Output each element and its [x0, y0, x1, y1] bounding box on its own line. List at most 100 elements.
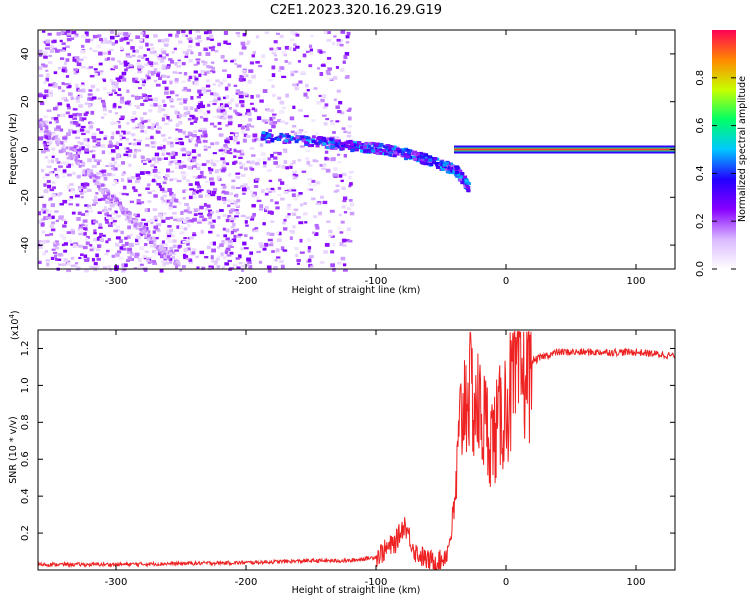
heatmap-cell — [125, 150, 130, 153]
heatmap-cell — [446, 170, 451, 174]
heatmap-cell — [78, 232, 84, 236]
heatmap-cell — [348, 170, 354, 174]
heatmap-cell — [45, 77, 50, 82]
heatmap-cell — [95, 88, 100, 92]
heatmap-cell — [319, 164, 324, 167]
heatmap-cell — [454, 173, 459, 177]
heatmap-cell — [51, 193, 56, 198]
heatmap-cell — [143, 54, 147, 57]
heatmap-cell — [367, 144, 372, 148]
heatmap-cell — [141, 120, 147, 123]
heatmap-cell — [283, 190, 288, 194]
heatmap-cell — [379, 142, 384, 146]
heatmap-cell — [182, 98, 188, 102]
snr-background — [38, 330, 675, 570]
heatmap-cell — [148, 61, 154, 65]
heatmap-cell — [455, 171, 460, 175]
heatmap-cell — [214, 170, 219, 174]
heatmap-cell — [212, 103, 217, 106]
heatmap-cell — [185, 179, 191, 183]
heatmap-cell — [63, 148, 67, 152]
heatmap-cell — [150, 100, 155, 103]
heatmap-cell — [233, 138, 238, 143]
heatmap-cell — [292, 160, 296, 165]
heatmap-cell — [388, 147, 393, 151]
heatmap-cell — [349, 182, 353, 186]
heatmap-cell — [85, 138, 90, 142]
heatmap-cell — [74, 33, 79, 37]
heatmap-cell — [44, 234, 50, 237]
heatmap-cell — [192, 193, 197, 198]
heatmap-cell — [119, 206, 123, 210]
heatmap-cell — [211, 258, 215, 263]
heatmap-cell — [143, 225, 147, 229]
heatmap-cell — [150, 164, 155, 168]
heatmap-cell — [197, 218, 203, 222]
heatmap-cell — [246, 263, 250, 267]
heatmap-cell — [242, 138, 247, 143]
heatmap-cell — [291, 189, 297, 192]
heatmap-cell — [217, 106, 221, 110]
heatmap-cell — [196, 141, 202, 144]
heatmap-cell — [157, 76, 162, 81]
heatmap-cell — [49, 197, 53, 200]
heatmap-cell — [77, 228, 82, 232]
heatmap-cell — [135, 213, 140, 218]
heatmap-cell — [70, 228, 75, 232]
heatmap-cell — [323, 139, 328, 143]
heatmap-cell — [252, 228, 257, 232]
heatmap-cell — [266, 169, 272, 172]
heatmap-cell — [132, 142, 137, 146]
heatmap-cell — [145, 78, 149, 81]
heatmap-cell — [160, 157, 164, 161]
heatmap-cell — [98, 51, 103, 56]
heatmap-cell — [131, 133, 136, 137]
heatmap-cell — [264, 31, 269, 35]
heatmap-cell — [103, 206, 107, 209]
heatmap-cell — [162, 199, 168, 203]
heatmap-cell — [50, 159, 55, 164]
heatmap-cell — [42, 176, 46, 180]
heatmap-cell — [336, 38, 341, 42]
heatmap-cell — [55, 219, 59, 223]
heatmap-cell — [73, 263, 78, 268]
heatmap-cell — [243, 167, 248, 171]
heatmap-cell — [228, 136, 233, 141]
heatmap-cell — [265, 119, 269, 123]
heatmap-cell — [92, 50, 98, 53]
heatmap-cell — [43, 147, 49, 151]
heatmap-cell — [127, 247, 132, 252]
heatmap-cell — [301, 139, 306, 143]
heatmap-cell — [298, 130, 303, 135]
heatmap-cell — [230, 98, 234, 102]
heatmap-cell — [143, 161, 147, 165]
heatmap-cell — [137, 55, 142, 59]
heatmap-cell — [250, 218, 255, 221]
heatmap-cell — [77, 123, 81, 126]
heatmap-cell — [142, 161, 147, 164]
heatmap-cell — [210, 162, 215, 166]
heatmap-cell — [74, 56, 80, 61]
heatmap-cell — [62, 224, 67, 228]
heatmap-cell — [156, 73, 161, 77]
heatmap-cell — [46, 132, 50, 136]
heatmap-cell — [209, 38, 214, 41]
heatmap-cell — [148, 98, 153, 101]
heatmap-cell — [335, 120, 340, 123]
heatmap-cell — [231, 179, 236, 183]
heatmap-cell — [269, 232, 275, 237]
heatmap-cell — [157, 108, 162, 113]
heatmap-cell — [272, 121, 278, 125]
heatmap-cell — [193, 213, 198, 217]
heatmap-cell — [345, 75, 350, 79]
heatmap-cell — [51, 147, 56, 151]
heatmap-cell — [90, 84, 96, 89]
heatmap-cell — [125, 53, 131, 57]
heatmap-cell — [81, 34, 87, 39]
heatmap-cell — [395, 152, 400, 156]
heatmap-cell — [296, 262, 301, 265]
heatmap-cell — [299, 251, 305, 254]
heatmap-cell — [103, 195, 108, 200]
heatmap-cell — [322, 163, 327, 167]
